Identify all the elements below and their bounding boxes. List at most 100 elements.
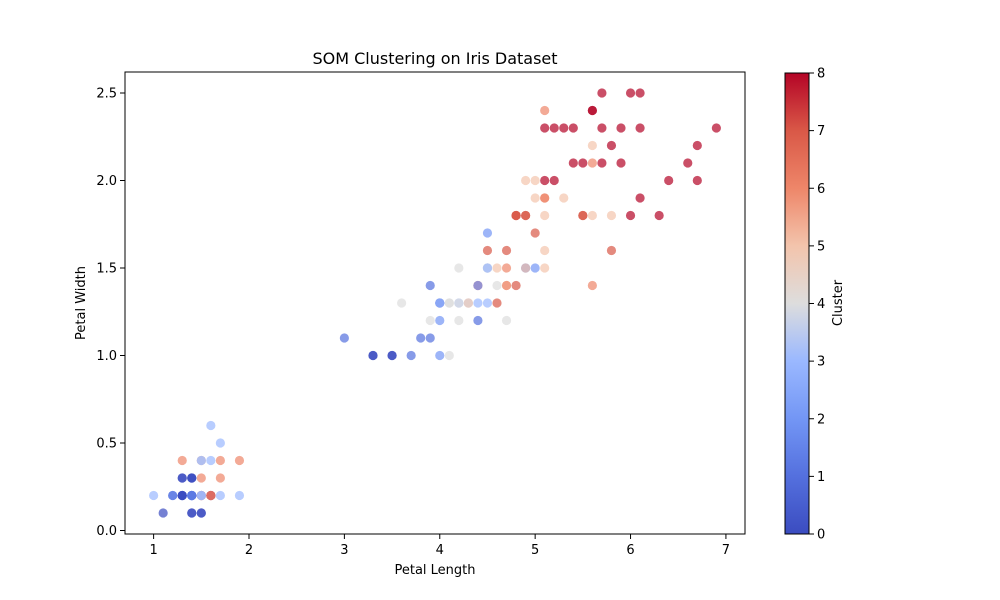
data-point	[454, 298, 464, 308]
data-point	[416, 333, 426, 343]
data-point	[521, 263, 531, 273]
data-point	[482, 298, 493, 308]
x-tick-label: 5	[531, 543, 539, 558]
x-tick-label: 6	[626, 543, 634, 558]
y-tick-label: 0.5	[96, 437, 117, 452]
data-point	[625, 210, 636, 221]
plot-frame	[124, 71, 746, 535]
y-axis-ticks: 0.0 0.5 1.0 1.5 2.0 2.5	[96, 87, 125, 539]
colorbar-tick-label: 8	[817, 67, 825, 82]
data-point	[435, 315, 445, 326]
data-point	[597, 88, 607, 98]
data-point	[482, 245, 493, 256]
data-point	[492, 298, 502, 308]
data-point	[501, 263, 512, 273]
data-point	[368, 350, 378, 361]
data-point	[540, 175, 550, 186]
data-point	[501, 245, 512, 256]
data-point	[587, 105, 597, 116]
data-point	[587, 158, 597, 168]
data-point	[444, 350, 454, 361]
data-point	[540, 105, 550, 116]
data-point	[654, 210, 664, 221]
chart-title: SOM Clustering on Iris Dataset	[312, 49, 557, 68]
colorbar-label: Cluster	[831, 279, 846, 326]
data-point	[511, 280, 521, 291]
data-point	[492, 263, 502, 273]
data-point	[521, 210, 531, 221]
data-point	[206, 455, 216, 466]
data-point	[540, 245, 550, 256]
data-point	[501, 280, 512, 291]
data-point	[234, 490, 245, 501]
data-point	[196, 473, 206, 483]
data-point	[425, 333, 435, 343]
y-tick-label: 1.0	[96, 349, 117, 364]
data-point	[196, 490, 206, 501]
data-point	[187, 508, 197, 518]
colorbar-tick-label: 4	[817, 297, 825, 312]
data-point	[606, 210, 617, 221]
data-point	[549, 175, 559, 186]
data-point	[473, 315, 483, 326]
data-point	[635, 193, 645, 203]
data-point	[587, 210, 597, 221]
data-point	[196, 508, 206, 518]
x-tick-label: 2	[245, 543, 253, 558]
data-point	[425, 315, 435, 326]
data-point	[540, 193, 550, 203]
data-point	[635, 88, 645, 98]
data-point	[482, 228, 493, 238]
data-point	[435, 350, 445, 361]
data-point	[635, 123, 645, 133]
y-tick-label: 2.0	[96, 174, 117, 189]
data-point	[168, 490, 178, 501]
data-point	[540, 263, 550, 273]
data-point	[597, 158, 607, 168]
data-point	[454, 263, 464, 273]
data-point	[568, 123, 578, 133]
colorbar-tick-label: 6	[817, 182, 825, 197]
data-point	[587, 280, 597, 291]
x-tick-label: 7	[722, 543, 730, 558]
data-point	[616, 123, 626, 133]
data-point	[473, 280, 483, 291]
data-point	[568, 158, 578, 168]
data-point	[215, 473, 225, 483]
data-point	[206, 420, 216, 431]
data-point	[578, 158, 588, 168]
data-point	[463, 298, 473, 308]
y-tick-label: 1.5	[96, 262, 117, 277]
data-point	[559, 193, 569, 203]
data-point	[549, 123, 559, 133]
data-point	[530, 263, 540, 273]
x-tick-label: 3	[340, 543, 348, 558]
data-point	[692, 175, 702, 186]
data-point	[482, 263, 493, 273]
points-layer	[149, 88, 721, 518]
data-point	[234, 455, 245, 466]
data-point	[215, 438, 225, 448]
data-point	[559, 123, 569, 133]
data-point	[177, 455, 187, 466]
data-point	[339, 333, 349, 343]
data-point	[206, 490, 216, 501]
x-tick-label: 4	[436, 543, 444, 558]
data-point	[540, 210, 550, 221]
y-tick-label: 2.5	[96, 87, 117, 102]
data-point	[406, 350, 416, 361]
x-axis-label: Petal Length	[394, 563, 475, 578]
data-point	[511, 210, 521, 221]
data-point	[149, 490, 159, 501]
data-point	[473, 298, 483, 308]
data-point	[711, 123, 721, 133]
data-point	[530, 175, 540, 186]
data-point	[606, 245, 617, 256]
data-point	[692, 140, 702, 151]
data-point	[540, 123, 550, 133]
data-point	[444, 298, 454, 308]
data-point	[597, 123, 607, 133]
data-point	[215, 455, 225, 466]
data-point	[196, 455, 206, 466]
